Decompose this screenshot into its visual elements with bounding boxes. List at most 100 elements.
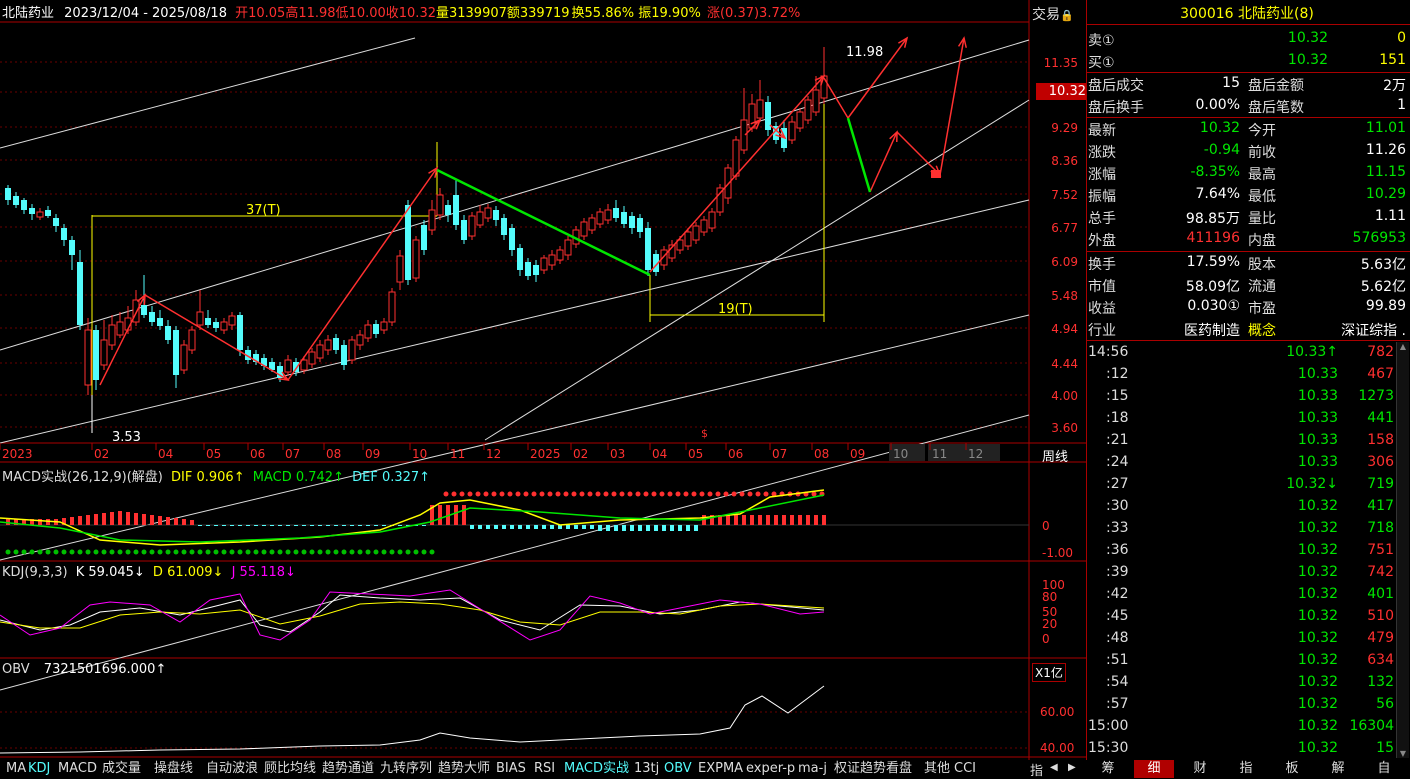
candle-body <box>5 188 11 200</box>
indicator-tab-8[interactable]: 九转序列 <box>380 761 433 776</box>
macd-signal-dot <box>333 549 339 555</box>
tick-row: :54 10.32 132 <box>1088 672 1394 694</box>
macd-signal-dot <box>29 549 35 555</box>
after-hours-value: 1 <box>1397 97 1406 113</box>
candle-body <box>116 321 124 336</box>
macd-histogram-bar <box>230 525 234 526</box>
macd-signal-dot <box>245 549 251 555</box>
quote-value: 10.29 <box>1365 186 1406 202</box>
macd-histogram-bar <box>206 525 210 526</box>
indicator-tab-0[interactable]: MA <box>6 761 27 776</box>
indicator-tab-3[interactable]: 成交量 <box>102 761 142 776</box>
tick-row: :24 10.33 306 <box>1088 452 1394 474</box>
tab-scroll-left-icon[interactable]: ◀ <box>1050 762 1058 773</box>
quote-row: 总手 98.85万 量比 1.11 <box>1088 206 1406 228</box>
tick-time: :39 <box>1106 564 1129 580</box>
tick-volume: 751 <box>1367 542 1394 558</box>
price-axis-label: 5.48 <box>1051 289 1078 303</box>
macd-signal-dot <box>261 549 267 555</box>
macd-signal-dot <box>237 549 243 555</box>
macd-histogram-bar <box>750 515 754 525</box>
tick-volume: 417 <box>1367 498 1394 514</box>
panel-tab-1[interactable]: 细 <box>1134 760 1174 778</box>
macd-signal-dot <box>213 549 219 555</box>
macd-signal-dot <box>491 491 497 497</box>
wave-arrow-line <box>99 294 146 386</box>
indicator-tab-15[interactable]: EXPMA <box>698 761 744 776</box>
macd-signal-dot <box>157 549 163 555</box>
time-axis-label: 05 <box>688 447 703 461</box>
time-axis-label: 07 <box>285 447 300 461</box>
current-price-tag: 10.32 <box>1036 83 1086 100</box>
time-axis-label: 12 <box>486 447 501 461</box>
arrow-head-icon <box>775 128 787 140</box>
future-period-bg <box>928 444 964 461</box>
macd-signal-dot <box>691 491 697 497</box>
panel-tab-5[interactable]: 解 <box>1331 761 1345 776</box>
orderbook-buy-row[interactable]: 买① 10.32 151 <box>1088 50 1406 72</box>
indicator-tab-1[interactable]: KDJ <box>28 761 51 776</box>
macd-histogram-bar <box>214 525 218 526</box>
indicator-tab-12[interactable]: MACD实战 <box>564 761 629 776</box>
indicator-tab-4[interactable]: 操盘线 <box>154 761 194 776</box>
panel-tab-6[interactable]: 自 <box>1377 761 1391 776</box>
indicator-tab-5[interactable]: 自动波浪 <box>206 761 259 776</box>
indicator-tab-20[interactable]: CCI <box>954 761 976 776</box>
indicator-tab-17[interactable]: ma-j <box>798 761 827 776</box>
macd-histogram-bar <box>574 525 578 529</box>
candle-body <box>220 321 228 331</box>
macd-histogram-bar <box>190 520 194 525</box>
macd-signal-dot <box>763 491 769 497</box>
indicator-tab-14[interactable]: OBV <box>664 761 692 776</box>
panel-tab-2[interactable]: 财 <box>1193 761 1207 776</box>
time-axis-label: 10 <box>412 447 427 461</box>
indicator-tab-16[interactable]: exper-p <box>746 761 796 776</box>
tick-volume: 479 <box>1367 630 1394 646</box>
macd-histogram-bar <box>462 505 466 525</box>
quote-row: 外盘 411196 内盘 576953 <box>1088 228 1406 250</box>
indicator-tab-10[interactable]: BIAS <box>496 761 526 776</box>
macd-histogram-bar <box>6 519 10 525</box>
indicator-tab-13[interactable]: 13tj <box>634 761 660 776</box>
indicator-tab-6[interactable]: 顾比均线 <box>264 761 317 776</box>
candle-body <box>684 231 692 247</box>
amount-value: 额339719 <box>506 6 570 21</box>
time-axis-label: 10 <box>893 447 908 461</box>
panel-tab-0[interactable]: 筹 <box>1101 761 1115 776</box>
indicator-tab-7[interactable]: 趋势通道 <box>322 761 375 776</box>
orderbook-sell-row[interactable]: 卖① 10.32 0 <box>1088 28 1406 50</box>
candle-body <box>788 121 796 141</box>
macd-histogram-bar <box>638 525 642 531</box>
macd-histogram-bar <box>22 519 26 525</box>
obv-value: 7321501696.000↑ <box>43 662 167 677</box>
scroll-up-icon[interactable]: ▲ <box>1399 342 1407 351</box>
panel-tab-4[interactable]: 板 <box>1285 761 1299 776</box>
tick-price: 10.32 <box>1297 608 1338 624</box>
candle-body <box>396 255 404 283</box>
scroll-down-icon[interactable]: ▼ <box>1399 749 1407 758</box>
macd-signal-dot <box>579 491 585 497</box>
macd-signal-dot <box>349 549 355 555</box>
indicator-tab-9[interactable]: 趋势大师 <box>438 761 491 776</box>
period-label[interactable]: 周线 <box>1042 450 1069 465</box>
macd-signal-dot <box>499 491 505 497</box>
stock-name: 北陆药业 <box>2 6 55 21</box>
macd-signal-dot <box>475 491 481 497</box>
tab-scroll-right-icon[interactable]: ▶ <box>1068 762 1076 773</box>
macd-axis-label: 0 <box>1042 519 1050 533</box>
fundamentals-value: 58.09亿 <box>1185 279 1240 295</box>
trade-button[interactable]: 交易🔒 <box>1032 7 1074 23</box>
tick-row: :48 10.32 479 <box>1088 628 1394 650</box>
candle-body <box>316 344 324 359</box>
indicator-tab-2[interactable]: MACD <box>58 761 97 776</box>
macd-histogram-bar <box>254 525 258 526</box>
indicator-menu-button[interactable]: 指 <box>1030 764 1044 779</box>
macd-histogram-bar <box>678 525 682 531</box>
tick-scrollbar[interactable]: ▲ ▼ <box>1396 342 1409 758</box>
indicator-tab-19[interactable]: 其他 <box>924 761 951 776</box>
indicator-tab-18[interactable]: 权证趋势看盘 <box>834 761 913 776</box>
macd-histogram-bar <box>358 525 362 526</box>
indicator-tab-11[interactable]: RSI <box>534 761 556 776</box>
panel-tab-3[interactable]: 指 <box>1239 761 1253 776</box>
